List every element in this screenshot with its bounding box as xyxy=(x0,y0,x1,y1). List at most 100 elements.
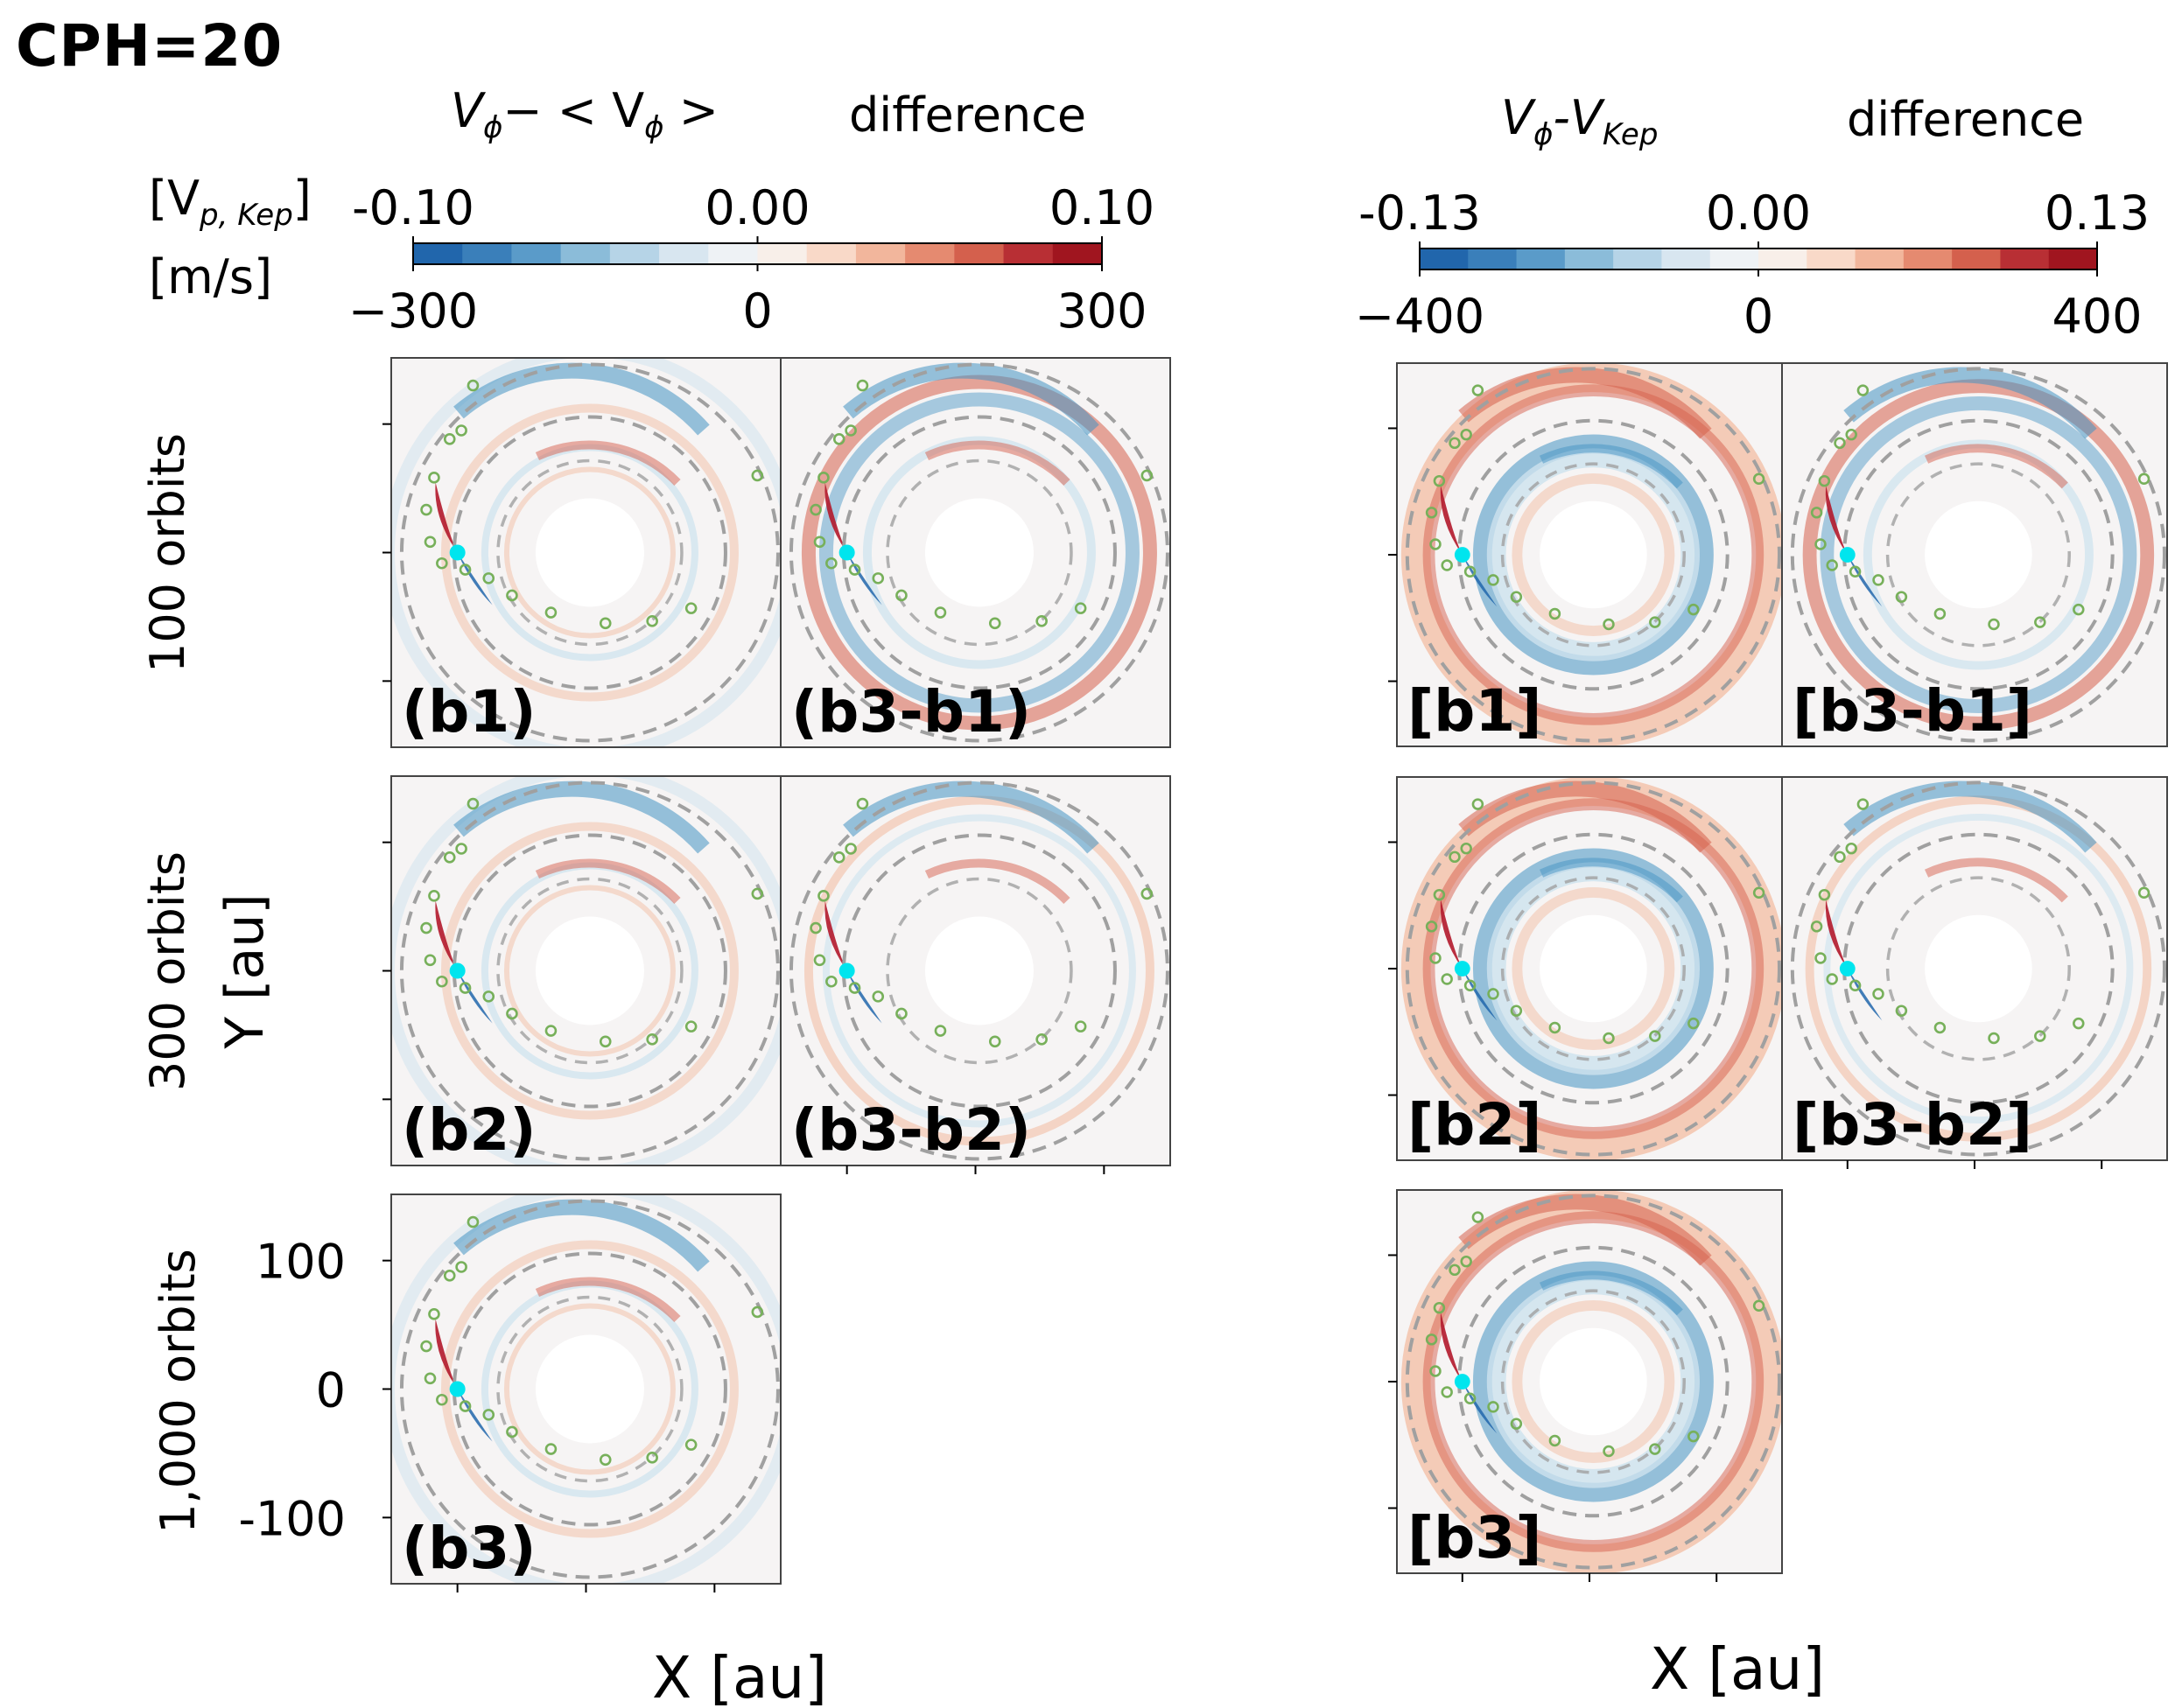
left-colorbar-segment xyxy=(708,243,759,264)
left-colorbar-top-tick-label: 0.10 xyxy=(1049,180,1154,235)
left-colorbar-bottom-tick-label: 0 xyxy=(742,284,772,339)
right-x-axis-label: X [au] xyxy=(1650,1635,1825,1703)
particle-marker xyxy=(1510,591,1523,603)
particle-marker xyxy=(872,572,885,584)
particle-marker xyxy=(1449,437,1461,450)
particle-marker xyxy=(751,469,764,482)
particle-marker xyxy=(1895,591,1908,603)
particle-marker xyxy=(455,424,467,437)
particle-marker xyxy=(1441,1386,1453,1398)
left-panel-label: (b1) xyxy=(402,678,537,746)
planet-marker xyxy=(1454,547,1470,563)
particle-marker xyxy=(895,1007,908,1020)
velocity-ring xyxy=(1512,887,1675,1050)
left-panel: (b1) xyxy=(390,357,782,748)
particle-marker xyxy=(1649,1443,1661,1455)
left-colorbar-segment xyxy=(855,243,906,264)
left-colorbar-segment xyxy=(954,243,1005,264)
particle-marker xyxy=(443,1269,456,1282)
planet-marker xyxy=(838,962,855,979)
planet-wake-red xyxy=(1825,485,1848,555)
particle-marker xyxy=(1895,1004,1908,1017)
dashed-ring xyxy=(1885,876,2071,1061)
planet-marker xyxy=(449,1381,466,1397)
dashed-ring xyxy=(886,458,1073,647)
dashed-ring xyxy=(496,1295,684,1483)
inner-cavity xyxy=(1540,1327,1647,1436)
right-colorbar-segment xyxy=(1758,248,1807,270)
right-panel: [b3-b2] xyxy=(1781,776,2168,1161)
dashed-ring xyxy=(789,362,1169,743)
particle-marker xyxy=(1433,1301,1446,1314)
particle-marker xyxy=(1460,1255,1472,1268)
particle-marker xyxy=(599,1035,612,1048)
spiral-arm xyxy=(924,440,1070,486)
particle-marker xyxy=(845,424,857,437)
particle-marker xyxy=(1856,798,1870,810)
right-colorbar-top-tick-label: 0.00 xyxy=(1706,186,1811,241)
particle-marker xyxy=(1510,1418,1523,1430)
left-colorbar-segment xyxy=(462,243,513,264)
planet-wake-red xyxy=(435,1319,458,1390)
right-panel-label: [b1] xyxy=(1407,677,1542,745)
particle-marker xyxy=(1826,559,1838,571)
particle-marker xyxy=(1140,469,1154,482)
particle-marker xyxy=(1554,764,1563,774)
particle-marker xyxy=(856,379,869,392)
particle-marker xyxy=(872,990,885,1003)
left-colorbar-segment xyxy=(806,243,857,264)
velocity-ring xyxy=(1486,862,1701,1075)
velocity-ring xyxy=(440,403,739,702)
left-colorbar-segment xyxy=(560,243,611,264)
right-colorbar-segment xyxy=(1564,248,1614,270)
particle-marker xyxy=(443,432,456,445)
particle-marker xyxy=(2073,1017,2085,1030)
particle-marker xyxy=(1988,1032,2000,1045)
velocity-ring xyxy=(1486,448,1701,662)
particle-marker xyxy=(424,1372,437,1385)
left-colorbar-segment xyxy=(413,243,463,264)
right-panel-label: [b3] xyxy=(1407,1504,1542,1572)
right-colorbar-segment xyxy=(1468,248,1518,270)
dashed-ring xyxy=(841,415,1117,690)
planet-wake-red xyxy=(1440,485,1463,555)
spiral-arm xyxy=(535,858,681,904)
particle-marker xyxy=(1856,384,1870,396)
dashed-ring xyxy=(496,458,684,647)
panel-content xyxy=(391,358,781,747)
right-panel-label: [b3-b1] xyxy=(1793,677,2032,745)
right-panel: [b3-b1] xyxy=(1781,362,2168,747)
spiral-arm xyxy=(924,858,1070,904)
left-x-axis-label: X [au] xyxy=(652,1644,827,1708)
dashed-ring xyxy=(1790,367,2166,743)
particle-marker xyxy=(420,1340,432,1353)
right-colorbar-segment xyxy=(2000,248,2050,270)
row-label: 300 orbits xyxy=(140,851,195,1091)
y-tick-label: 0 xyxy=(316,1363,346,1418)
particle-marker xyxy=(1872,988,1884,1000)
particle-marker xyxy=(1752,472,1765,486)
particle-marker xyxy=(1603,618,1615,631)
velocity-ring xyxy=(818,392,1140,713)
right-colorbar-segment xyxy=(1903,248,1953,270)
particle-marker xyxy=(1471,1211,1484,1223)
particle-marker xyxy=(1425,507,1438,519)
row-label: 100 orbits xyxy=(140,433,195,673)
particle-marker xyxy=(420,503,432,516)
particle-marker xyxy=(825,975,838,988)
right-colorbar-top-tick-label: 0.13 xyxy=(2045,186,2150,241)
particle-marker xyxy=(599,617,612,630)
planet-marker xyxy=(1454,961,1470,976)
particle-marker xyxy=(459,1400,472,1412)
right-colorbar-bottom-tick-label: −400 xyxy=(1355,289,1484,344)
particle-marker xyxy=(1425,920,1438,933)
particle-marker xyxy=(1752,886,1765,900)
particle-marker xyxy=(482,990,495,1003)
panel-content xyxy=(391,776,781,1166)
left-panel-label: (b3-b1) xyxy=(791,678,1031,746)
planet-wake-red xyxy=(435,482,458,553)
particle-marker xyxy=(1487,988,1499,1000)
velocity-ring xyxy=(1512,473,1675,636)
particle-marker xyxy=(1872,574,1884,586)
